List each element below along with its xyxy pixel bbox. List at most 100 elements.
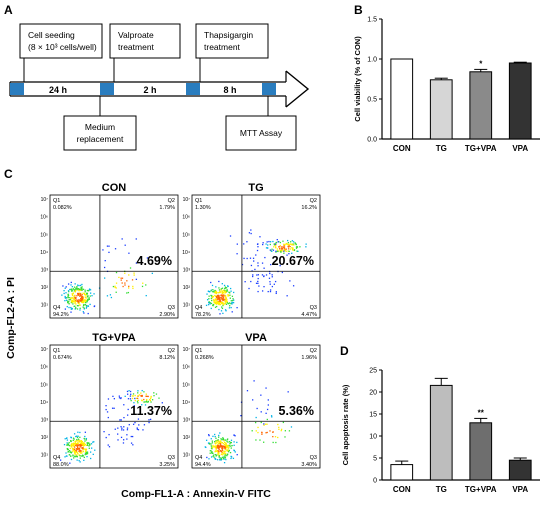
quadrant-value: 0.674% <box>53 355 72 361</box>
flow-event-dot <box>225 287 228 289</box>
flow-event-dot <box>109 294 112 296</box>
flow-event-dot <box>236 307 238 309</box>
flow-event-dot <box>129 390 132 393</box>
flow-decade-label: 10⁵ <box>40 232 48 238</box>
flow-event-dot <box>273 246 275 248</box>
step-valproate-line2: treatment <box>118 42 155 52</box>
flow-event-dot <box>218 448 220 451</box>
flow-event-dot <box>221 438 223 441</box>
flow-event-dot <box>220 443 222 445</box>
flow-event-dot <box>271 276 273 278</box>
flow-event-dot <box>224 291 226 294</box>
flow-event-dot <box>76 448 78 451</box>
flow-event-dot <box>126 429 129 431</box>
flow-event-dot <box>129 395 132 397</box>
flow-event-dot <box>224 286 227 288</box>
flow-event-dot <box>69 462 71 464</box>
flow-event-dot <box>275 244 277 246</box>
flow-event-dot <box>257 282 259 285</box>
flow-decade-label: 10² <box>183 435 191 441</box>
flow-event-dot <box>275 246 277 248</box>
flow-event-dot <box>261 274 264 276</box>
flow-event-dot <box>65 297 67 299</box>
flow-event-dot <box>70 444 72 446</box>
panel-d-bar-tg-vpa <box>469 422 493 481</box>
quadrant-value: 8.12% <box>159 355 175 361</box>
flow-event-dot <box>214 306 217 308</box>
flow-event-dot <box>88 297 90 299</box>
flow-event-dot <box>214 457 216 460</box>
flow-event-dot <box>86 306 88 308</box>
flow-event-dot <box>87 299 89 301</box>
flow-event-dot <box>286 254 288 256</box>
flow-event-dot <box>70 437 73 439</box>
flow-event-dot <box>85 302 87 304</box>
flow-event-dot <box>265 412 267 414</box>
flow-event-dot <box>208 295 210 297</box>
flow-event-dot <box>220 441 222 443</box>
flow-event-dot <box>87 290 90 292</box>
flow-event-dot <box>73 300 75 303</box>
flow-event-dot <box>85 448 87 450</box>
flow-event-dot <box>78 284 80 287</box>
panel-d-tick-label: 10 <box>369 434 377 441</box>
quadrant-value: 78.2% <box>195 312 211 318</box>
flow-event-dot <box>71 443 73 445</box>
flow-event-dot <box>265 247 268 249</box>
flow-event-dot <box>283 252 285 254</box>
flow-event-dot <box>80 455 83 457</box>
panel-d-tick-label: 5 <box>373 456 377 463</box>
flow-event-dot <box>89 295 91 297</box>
flow-event-dot <box>82 299 85 301</box>
flow-event-dot <box>70 308 73 310</box>
flow-event-dot <box>216 439 218 442</box>
flow-event-dot <box>74 308 76 310</box>
flow-event-dot <box>158 397 160 399</box>
flow-event-dot <box>120 419 122 421</box>
flow-event-dot <box>131 279 134 281</box>
flow-event-dot <box>145 294 147 297</box>
flow-event-dot <box>136 397 138 400</box>
flow-event-dot <box>248 232 251 234</box>
flow-event-dot <box>284 244 286 246</box>
flow-event-dot <box>81 297 83 300</box>
flow-event-dot <box>263 441 265 443</box>
flow-event-dot <box>78 293 80 295</box>
flow-event-dot <box>80 286 82 289</box>
flow-event-dot <box>87 442 90 444</box>
flow-event-dot <box>217 296 220 299</box>
flow-event-dot <box>216 291 218 294</box>
flow-event-dot <box>90 443 93 445</box>
flow-event-dot <box>225 453 227 455</box>
panel-b-bar-vpa <box>508 62 532 140</box>
flow-event-dot <box>69 288 71 291</box>
flow-event-dot <box>225 301 227 303</box>
flow-event-dot <box>84 435 86 438</box>
flow-event-dot <box>76 459 78 461</box>
flow-event-dot <box>267 399 269 401</box>
flow-event-dot <box>83 292 86 295</box>
flow-event-dot <box>70 281 72 284</box>
flow-event-dot <box>132 393 135 395</box>
flow-event-dot <box>210 450 212 452</box>
flow-event-dot <box>212 299 215 301</box>
flow-event-dot <box>283 243 285 245</box>
flow-event-dot <box>68 444 71 447</box>
flow-event-dot <box>87 312 89 315</box>
flow-event-dot <box>121 238 123 240</box>
flow-event-dot <box>290 426 293 428</box>
flow-event-dot <box>289 245 291 248</box>
flow-event-dot <box>69 451 71 453</box>
flow-event-dot <box>70 311 72 313</box>
flow-event-dot <box>209 450 211 452</box>
flow-event-dot <box>220 458 223 460</box>
flow-event-dot <box>65 455 68 457</box>
flow-event-dot <box>217 459 219 461</box>
flow-event-dot <box>219 291 221 294</box>
flow-event-dot <box>225 299 227 301</box>
flow-event-dot <box>215 290 217 293</box>
flow-event-dot <box>246 257 248 260</box>
flow-event-dot <box>76 288 79 290</box>
flow-event-dot <box>128 424 130 426</box>
